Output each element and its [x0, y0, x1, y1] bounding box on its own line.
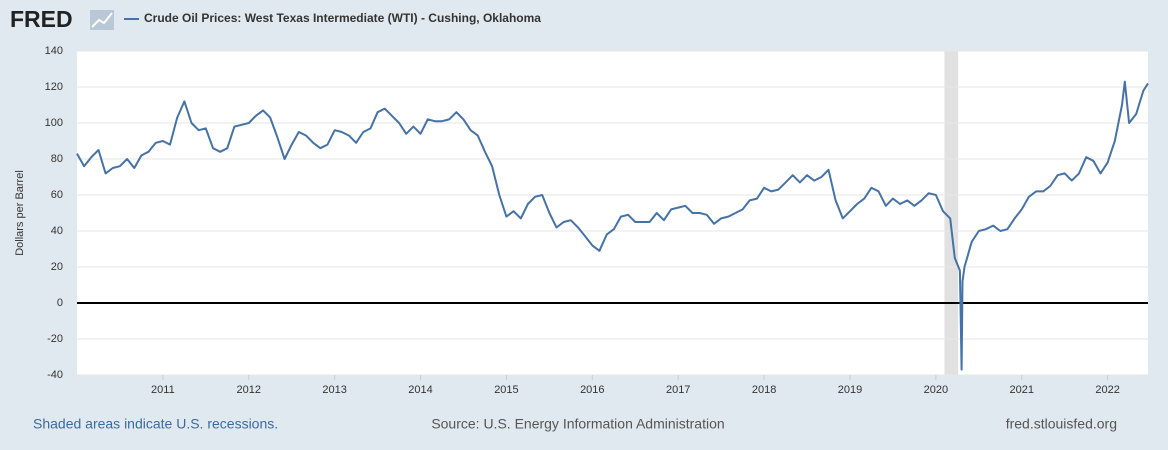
- x-tick-label: 2013: [322, 384, 346, 396]
- recession-shade: [944, 51, 959, 375]
- y-tick-label: 20: [51, 261, 63, 273]
- y-tick-label: 40: [51, 225, 63, 237]
- y-tick-label: 140: [45, 45, 63, 57]
- x-tick-label: 2019: [838, 384, 862, 396]
- y-tick-label: 60: [51, 189, 63, 201]
- footer-right: fred.stlouisfed.org: [1006, 416, 1117, 432]
- y-tick-label: 0: [57, 297, 63, 309]
- x-tick-label: 2011: [151, 384, 175, 396]
- logo-icon: [90, 10, 114, 30]
- x-tick-label: 2020: [924, 384, 948, 396]
- x-tick-label: 2021: [1010, 384, 1034, 396]
- y-tick-label: -20: [47, 333, 63, 345]
- plot-area: [77, 51, 1148, 375]
- y-tick-label: 80: [51, 153, 63, 165]
- x-tick-label: 2022: [1095, 384, 1119, 396]
- x-tick-label: 2014: [408, 384, 432, 396]
- y-tick-label: -40: [47, 369, 63, 381]
- x-tick-label: 2018: [752, 384, 776, 396]
- y-axis-label: Dollars per Barrel: [14, 170, 26, 256]
- x-tick-label: 2016: [580, 384, 604, 396]
- footer-left[interactable]: Shaded areas indicate U.S. recessions.: [33, 416, 278, 432]
- x-tick-label: 2012: [237, 384, 261, 396]
- footer-center: Source: U.S. Energy Information Administ…: [431, 416, 724, 432]
- data-line: [76, 80, 1149, 371]
- legend-label: Crude Oil Prices: West Texas Intermediat…: [144, 11, 541, 25]
- x-tick-label: 2015: [494, 384, 518, 396]
- y-tick-label: 100: [45, 117, 63, 129]
- y-tick-label: 120: [45, 81, 63, 93]
- logo: FRED: [10, 6, 73, 32]
- x-tick-label: 2017: [666, 384, 690, 396]
